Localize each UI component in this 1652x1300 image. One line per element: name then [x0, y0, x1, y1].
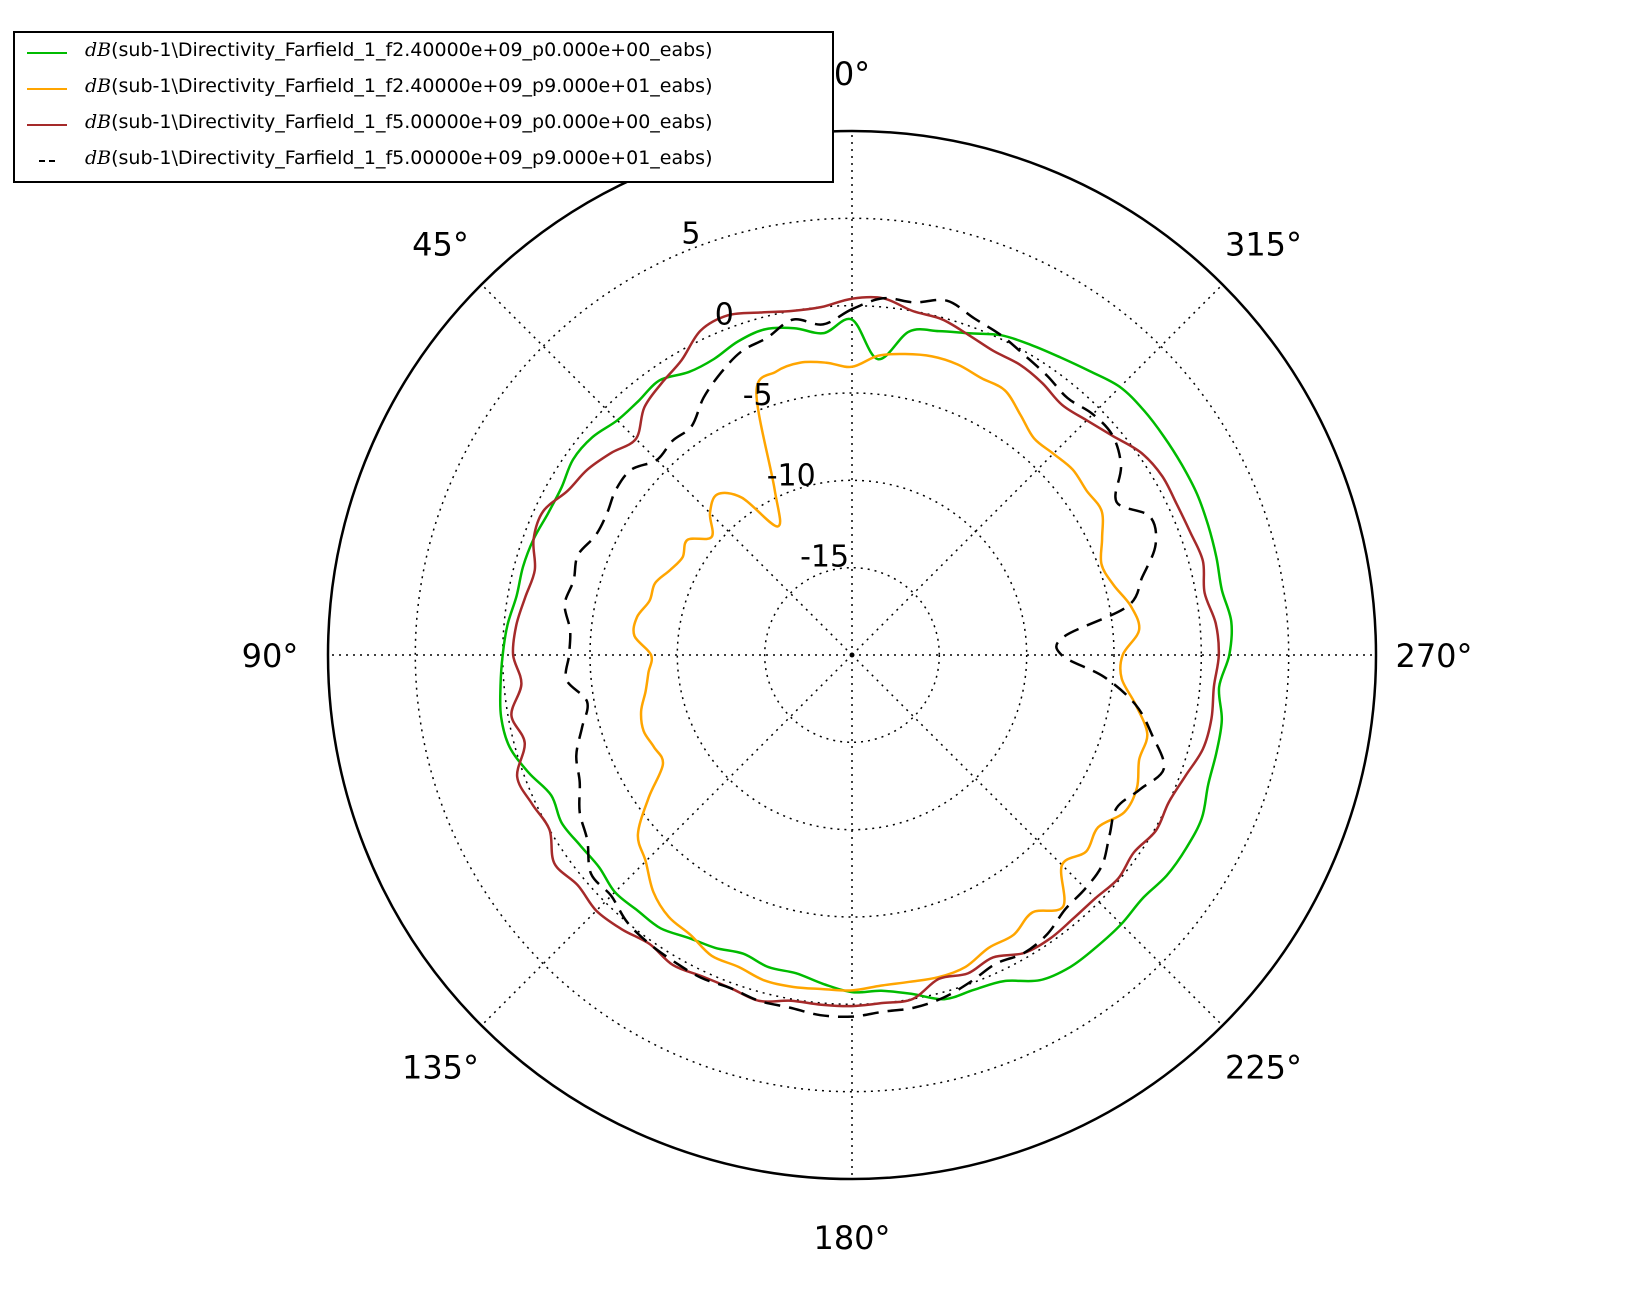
- legend-swatch: [27, 52, 67, 54]
- radial-tick-label: -10: [767, 459, 816, 494]
- angle-tick-label: 225°: [1225, 1049, 1302, 1087]
- polar-grid: [326, 129, 1378, 1181]
- legend-entry: dB(sub-1\Directivity_Farfield_1_f2.40000…: [15, 73, 832, 103]
- series-line-3: [510, 295, 1221, 1008]
- angle-tick-label: 90°: [242, 637, 299, 675]
- angle-tick-label: 45°: [412, 226, 469, 264]
- angle-gridline: [851, 654, 1224, 1027]
- angle-gridline: [851, 283, 1224, 656]
- angle-tick-label: 315°: [1225, 226, 1302, 264]
- legend-entry: dB(sub-1\Directivity_Farfield_1_f2.40000…: [15, 37, 832, 67]
- legend-prefix: dB: [85, 147, 112, 169]
- legend-prefix: dB: [85, 75, 112, 97]
- legend-entry: dB(sub-1\Directivity_Farfield_1_f5.00000…: [15, 145, 832, 175]
- series-line-4: [563, 296, 1166, 1019]
- legend-name: (sub-1\Directivity_Farfield_1_f5.00000e+…: [111, 147, 713, 169]
- radial-gridline: [763, 566, 941, 744]
- legend-swatch: [27, 124, 67, 126]
- legend-prefix: dB: [85, 39, 112, 61]
- angle-tick-label: 135°: [402, 1049, 479, 1087]
- legend-name: (sub-1\Directivity_Farfield_1_f2.40000e+…: [111, 75, 713, 97]
- legend-entry: dB(sub-1\Directivity_Farfield_1_f5.00000…: [15, 109, 832, 139]
- series-line-1: [498, 317, 1234, 1001]
- legend-label: dB(sub-1\Directivity_Farfield_1_f2.40000…: [85, 75, 712, 97]
- radial-gridline: [589, 392, 1115, 918]
- series-layer: [498, 295, 1234, 1019]
- radial-tick-label: 0: [715, 297, 734, 332]
- series-line-2: [632, 352, 1149, 992]
- radial-tick-label: -5: [743, 378, 773, 413]
- angle-tick-label: 180°: [813, 1219, 890, 1257]
- axis-labels: 0° 45° 90° 135° 180° 225° 270° 315° -15 -10 -5 0 5: [242, 55, 1473, 1257]
- legend-name: (sub-1\Directivity_Farfield_1_f2.40000e+…: [111, 39, 713, 61]
- legend-name: (sub-1\Directivity_Farfield_1_f5.00000e+…: [111, 111, 713, 133]
- legend-swatch: [27, 88, 67, 90]
- radial-tick-label: -15: [800, 539, 849, 574]
- polar-frame: [326, 129, 1378, 1181]
- legend-label: dB(sub-1\Directivity_Farfield_1_f5.00000…: [85, 147, 712, 169]
- legend-swatch: [39, 160, 55, 162]
- angle-tick-label: 0°: [834, 55, 870, 93]
- radial-tick-label: 5: [681, 217, 700, 252]
- legend-label: dB(sub-1\Directivity_Farfield_1_f2.40000…: [85, 39, 712, 61]
- angle-tick-label: 270°: [1395, 637, 1472, 675]
- legend: dB(sub-1\Directivity_Farfield_1_f2.40000…: [13, 31, 834, 183]
- legend-prefix: dB: [85, 111, 112, 133]
- radial-gridline: [676, 479, 1028, 831]
- legend-label: dB(sub-1\Directivity_Farfield_1_f5.00000…: [85, 111, 712, 133]
- center-dot: [849, 652, 855, 658]
- radial-gridline: [414, 217, 1290, 1093]
- radial-gridline: [501, 304, 1203, 1006]
